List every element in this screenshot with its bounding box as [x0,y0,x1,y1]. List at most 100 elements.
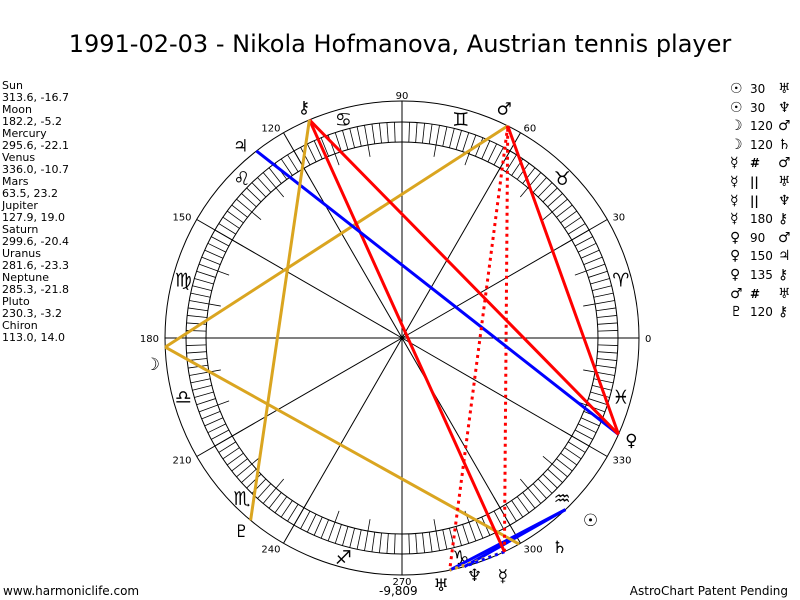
planet-position: 230.3, -3.2 [2,307,62,320]
degree-tick [349,128,355,148]
planet-glyph: ♆ [467,566,482,586]
zodiac-sign-glyph: ♋ [335,109,352,131]
degree-tick [596,358,617,361]
degree-tick [189,369,221,376]
degree-tick [188,307,208,312]
degree-tick [231,204,248,218]
degree-label: 150 [172,213,191,224]
planet-glyph: ♆ [778,99,791,116]
degree-tick [327,510,340,542]
degree-tick [227,210,244,224]
zodiac-sign-glyph: ♏ [233,488,250,510]
degree-label: 0 [645,334,651,345]
aspect-angle: 30 [750,82,766,96]
aspect-angle: || [750,193,759,208]
planet-glyph: ☽ [145,355,160,375]
degree-tick [262,172,285,198]
degree-tick [547,193,563,208]
zodiac-sign-glyph: ♒ [554,488,571,510]
aspect-row: ☽ 120 ♂ [730,117,798,136]
degree-label: 210 [172,456,191,467]
zodiac-sign-glyph: ♈ [612,269,629,291]
website-link[interactable]: www.harmoniclife.com [3,584,140,598]
degree-tick [493,150,511,179]
degree-tick [251,182,267,198]
degree-tick [207,242,227,253]
planet-position-list: Sun 313.6, -16.7 Moon 182.2, -5.2 Mercury 295… [2,80,69,344]
degree-tick [556,458,573,472]
degree-tick [231,458,248,472]
planet-name: Pluto [2,295,30,308]
degree-tick [542,455,568,478]
aspect-line [464,550,505,569]
planet-position: 285.3, -21.8 [2,283,69,296]
aspect-line [502,125,510,552]
degree-tick [564,216,582,229]
degree-tick [190,378,211,384]
degree-tick [300,510,311,529]
degree-tick [320,137,329,157]
degree-tick [597,344,618,346]
degree-tick [394,122,396,143]
degree-tick [493,510,504,529]
planet-glyph: ♅ [778,81,791,97]
degree-tick [394,533,396,554]
planet-glyph: ♂ [496,100,511,120]
degree-label: 240 [261,544,280,555]
degree-tick [574,263,606,276]
degree-tick [342,526,349,546]
planet-glyph: ♅ [778,285,791,302]
degree-tick [190,292,211,298]
degree-tick [442,126,448,147]
aspect-line [308,119,506,553]
planet-glyph: ♄ [778,136,791,153]
planet-glyph: ♂ [778,229,791,246]
degree-tick [583,300,615,307]
degree-tick [462,132,470,152]
planet-name: Mars [2,175,29,188]
planet-glyph: ⚷ [778,266,789,283]
degree-tick [287,154,299,172]
degree-tick [593,292,614,298]
aspect-list: ☉ 30 ♅ ☉ 30 ♆ ☽ 120 ♂ ☽ 120 ♄ ☿ # ♂ ☿ || ♅ ☿ || ♆ ☿ 180 ⚷ ♀ 90 ♂ ♀ 1… [730,80,798,322]
degree-label: 270 [392,577,411,588]
planet-glyph: ☉ [730,81,743,97]
degree-tick [187,315,208,318]
degree-tick [542,198,568,221]
aspect-angle: 30 [750,100,766,115]
degree-tick [268,167,282,184]
degree-tick [455,130,462,150]
planet-glyph: ♃ [233,137,248,157]
degree-tick [449,128,455,148]
planet-position: 113.0, 14.0 [2,331,65,344]
degree-tick [481,140,491,160]
aspect-row: ☉ 30 ♆ [730,99,798,118]
degree-tick [442,529,448,550]
degree-tick [597,351,618,354]
degree-tick [588,398,608,406]
planet-glyph: ♀ [730,248,741,265]
planet-glyph: ⚷ [778,211,789,228]
planet-name: Venus [2,151,36,164]
chart-title: 1991-02-03 - Nikola Hofmanova, Austrian … [68,30,732,58]
degree-tick [334,524,342,544]
degree-tick [522,492,536,509]
aspect-row: ♀ 90 ♂ [730,229,798,248]
degree-tick [537,478,553,494]
degree-tick [574,236,593,247]
degree-tick [386,533,389,554]
aspect-row: ☿ # ♂ [730,154,798,173]
degree-tick [349,528,355,548]
degree-tick [433,125,440,157]
zodiac-sign-glyph: ♊ [452,109,469,131]
degree-tick [511,500,524,518]
planet-glyph: ♄ [552,538,567,558]
degree-tick [505,504,517,522]
planet-glyph: ☿ [730,211,739,228]
degree-tick [462,524,470,544]
degree-tick [580,417,600,427]
planet-position: 336.0, -10.7 [2,163,69,176]
aspect-angle: # [750,156,761,171]
degree-tick [274,496,288,513]
degree-tick [577,423,597,434]
